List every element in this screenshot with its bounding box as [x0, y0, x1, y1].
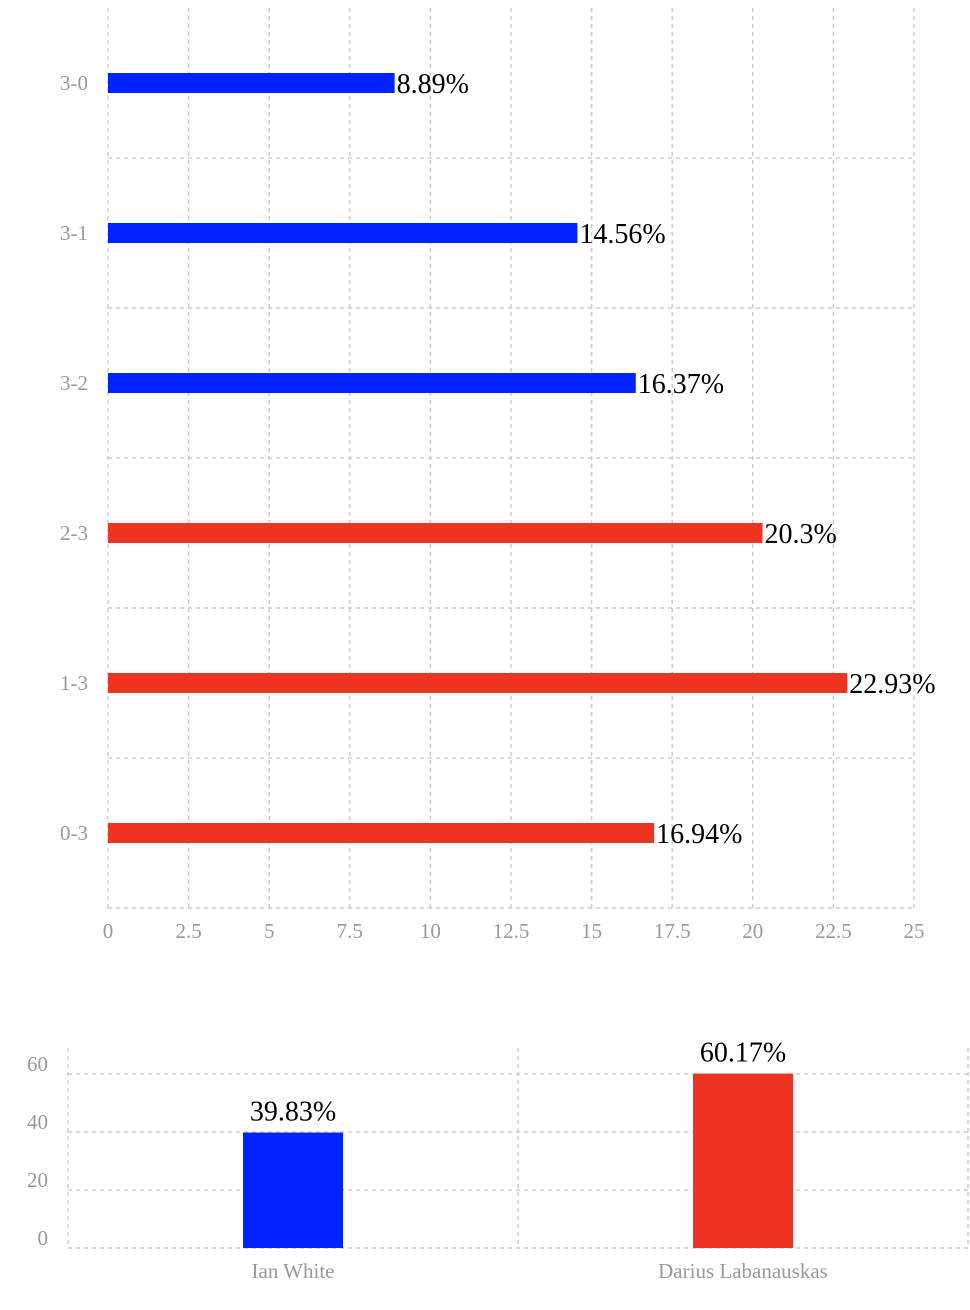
score-distribution-chart: 3-0 3-1 3-2 2-3 1-3 0-3 0 2.5 5 7.5 10 12.5 15 17.5 2…	[60, 8, 936, 943]
chart2-bars	[243, 1073, 793, 1248]
chart1-data-label: 16.94%	[656, 819, 742, 850]
chart1-x-tick-label: 7.5	[337, 919, 363, 943]
chart1-category-label: 3-0	[60, 71, 88, 95]
chart1-x-tick-label: 20	[742, 919, 763, 943]
chart1-data-label: 14.56%	[579, 219, 665, 250]
chart1-category-labels: 3-0 3-1 3-2 2-3 1-3 0-3	[60, 71, 88, 845]
chart1-x-tick-label: 2.5	[175, 919, 201, 943]
chart1-bar	[108, 523, 763, 543]
chart1-x-tick-label: 17.5	[654, 919, 691, 943]
chart1-bar	[108, 373, 636, 393]
chart1-x-tick-label: 12.5	[493, 919, 530, 943]
chart2-data-label: 39.83%	[250, 1097, 336, 1128]
chart1-x-tick-label: 0	[103, 919, 114, 943]
chart1-data-label: 22.93%	[849, 669, 935, 700]
chart2-y-tick-label: 0	[38, 1226, 49, 1250]
chart1-bar	[108, 223, 578, 243]
chart1-x-tick-label: 5	[264, 919, 275, 943]
chart2-bar	[693, 1073, 793, 1248]
chart2-y-tick-label: 60	[27, 1052, 48, 1076]
chart2-player-label: Ian White	[252, 1259, 335, 1283]
chart2-data-label: 60.17%	[700, 1038, 786, 1069]
chart1-data-label: 20.3%	[764, 519, 836, 550]
chart2-data-labels: 39.83% 60.17%	[250, 1038, 786, 1128]
chart1-data-label: 8.89%	[397, 69, 469, 100]
chart1-category-label: 3-1	[60, 221, 88, 245]
chart1-bar	[108, 73, 395, 93]
chart1-x-tick-label: 15	[581, 919, 602, 943]
win-probability-chart: 0 20 40 60 Ian White Darius Labanauskas 39.8…	[27, 1038, 969, 1283]
chart1-data-labels: 8.89% 14.56% 16.37% 20.3% 22.93% 16.94%	[397, 69, 936, 850]
chart2-bar	[243, 1132, 343, 1248]
chart1-category-label: 2-3	[60, 521, 88, 545]
chart1-data-label: 16.37%	[638, 369, 724, 400]
chart1-x-tick-labels: 0 2.5 5 7.5 10 12.5 15 17.5 20 22.5 25	[103, 919, 925, 943]
chart1-bar	[108, 673, 848, 693]
chart2-y-tick-label: 40	[27, 1110, 48, 1134]
chart2-y-tick-labels: 0 20 40 60	[27, 1052, 48, 1250]
chart2-player-labels: Ian White Darius Labanauskas	[252, 1259, 828, 1283]
chart1-bar	[108, 823, 655, 843]
chart1-x-tick-label: 25	[904, 919, 925, 943]
chart1-category-label: 1-3	[60, 671, 88, 695]
chart2-y-tick-label: 20	[27, 1168, 48, 1192]
chart1-category-label: 3-2	[60, 371, 88, 395]
chart1-x-tick-label: 22.5	[815, 919, 852, 943]
chart1-grid	[107, 8, 915, 909]
chart1-bars	[108, 73, 848, 843]
chart1-category-label: 0-3	[60, 821, 88, 845]
chart1-x-tick-label: 10	[420, 919, 441, 943]
chart2-grid	[67, 1048, 969, 1249]
chart2-player-label: Darius Labanauskas	[658, 1259, 828, 1283]
